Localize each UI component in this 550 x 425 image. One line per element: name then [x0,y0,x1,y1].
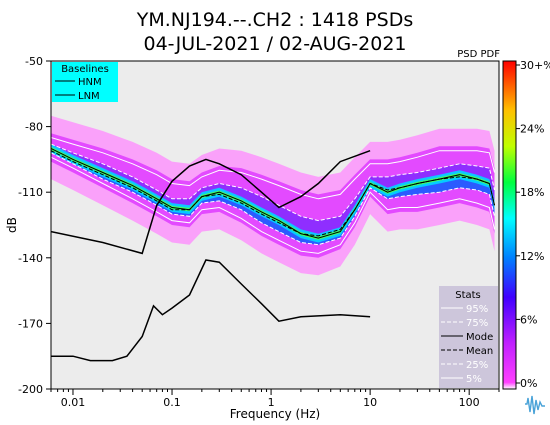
stats-lines [51,137,495,254]
y-tick-label: -80 [25,121,43,134]
mean-legend-label: Mean [466,346,493,357]
colorbar-tick-label: 6% [520,313,537,326]
pdf-band-high [51,148,495,245]
colorbar-tick-label: 24% [520,123,544,136]
lnm-legend-label: LNM [78,91,100,102]
hnm-legend-label: HNM [78,77,102,88]
x-tick-label: 0.1 [163,396,181,409]
p5-legend-label: 5% [466,374,482,385]
p25-legend-label: 25% [466,360,488,371]
x-tick-label: 1 [268,396,275,409]
hnm-line [51,149,371,255]
psd-pdf-label: PSD PDF [457,49,500,60]
y-tick-label: -170 [18,317,43,330]
y-tick-label: -110 [18,186,43,199]
plot-frame [50,60,500,390]
colorbar [502,60,517,390]
pdf-band-peak [51,144,495,243]
colorbar-tick-label: 30+% [520,59,550,72]
colorbar-tick-label: 12% [520,250,544,263]
x-tick-label: 100 [459,396,480,409]
p25-line [51,152,495,246]
waveform-logo-icon [525,395,545,415]
p75-line [51,143,495,222]
baseline-lines [51,149,371,362]
stats-legend-title: Stats [455,290,481,301]
p95-legend-label: 95% [466,304,488,315]
p75-legend-label: 75% [466,318,488,329]
baselines-legend-title: Baselines [61,64,109,75]
colorbar-tick-label: 0% [520,377,537,390]
chart-title-line2: 04-JUL-2021 / 02-AUG-2021 [144,33,407,55]
y-axis-label: dB [5,217,19,233]
chart-title-line1: YM.NJ194.--.CH2 : 1418 PSDs [136,9,413,31]
y-tick-label: -200 [18,383,43,396]
stats-legend: Stats 95% 75% Mode Mean 25% 5% [439,286,498,388]
x-axis-label: Frequency (Hz) [230,407,321,421]
stats-legend-box [439,286,498,388]
y-axis-ticks: -50 -80 -110 -140 -170 -200 [18,55,51,396]
mode-legend-label: Mode [466,332,493,343]
p95-line [51,137,495,200]
p5-line [51,156,495,254]
y-tick-label: -50 [25,55,43,68]
pdf-band-low [51,133,495,258]
colorbar-ticks: 30+% 24% 18% 12% 6% 0% [516,59,550,390]
lnm-line [51,259,371,362]
colorbar-tick-label: 18% [520,186,544,199]
mean-line [51,150,495,237]
pdf-density-layer [51,115,495,276]
baselines-legend: Baselines HNM LNM [52,62,118,102]
y-tick-label: -140 [18,252,43,265]
x-tick-label: 0.01 [61,396,86,409]
x-tick-label: 10 [363,396,377,409]
x-axis-ticks: 0.01 0.1 1 10 100 [50,389,500,409]
